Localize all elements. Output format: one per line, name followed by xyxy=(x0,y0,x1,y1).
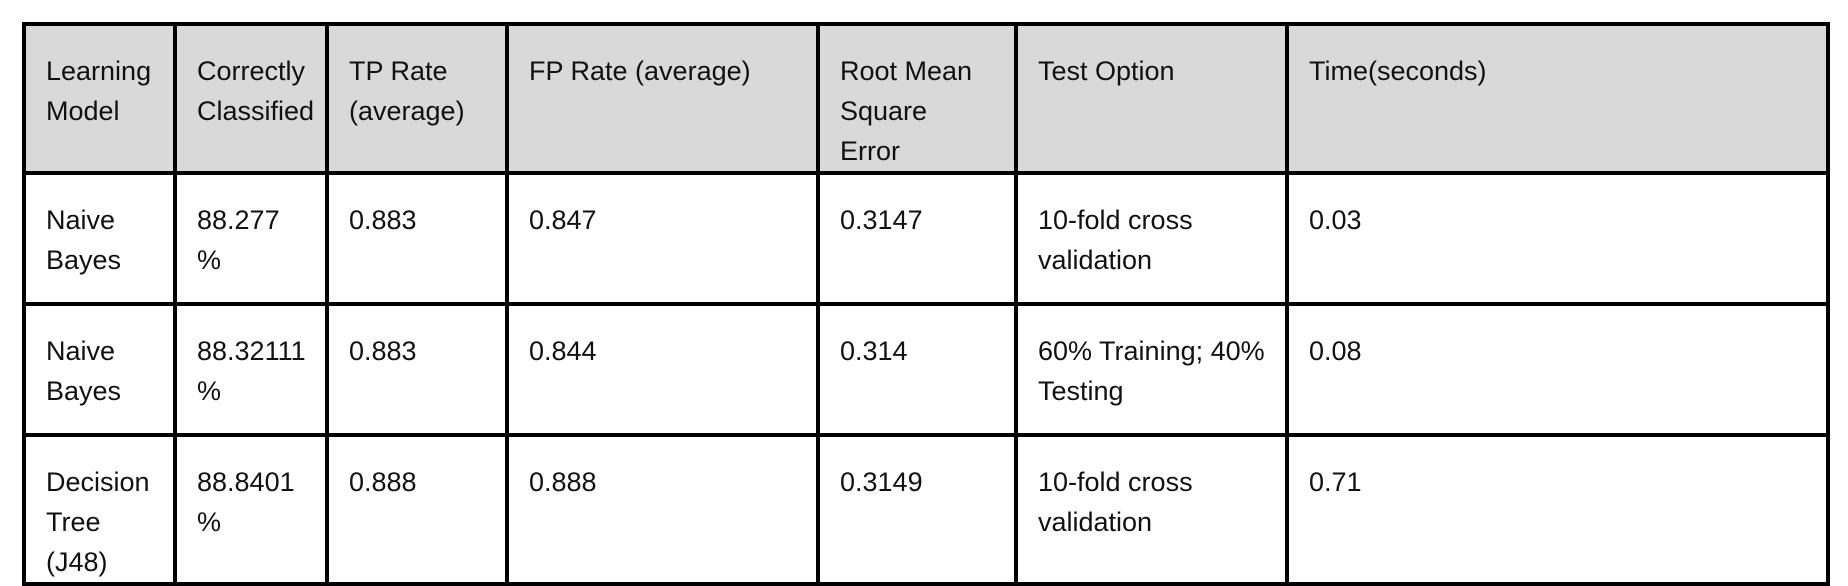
header-label: Time(seconds) xyxy=(1309,56,1487,86)
cell-correctly-classified: 88.8401 % xyxy=(173,433,329,586)
cell-value: 0.888 xyxy=(349,467,417,497)
cell-value: 0.3149 xyxy=(840,467,923,497)
cell-time: 0.03 xyxy=(1285,171,1830,306)
table-row: Naive Bayes 88.277 % 0.883 0.847 0.3147 … xyxy=(22,171,1830,306)
cell-rmse: 0.314 xyxy=(816,302,1018,437)
cell-rmse: 0.3149 xyxy=(816,433,1018,586)
cell-learning-model: Naive Bayes xyxy=(22,302,177,437)
cell-tp-rate: 0.883 xyxy=(325,302,509,437)
cell-value: 88.277 % xyxy=(197,205,280,275)
cell-test-option: 10-fold cross validation xyxy=(1014,433,1289,586)
header-fp-rate: FP Rate (average) xyxy=(505,22,820,175)
cell-value: Naive Bayes xyxy=(46,336,122,406)
cell-value: 0.883 xyxy=(349,205,417,235)
cell-value: 10-fold cross validation xyxy=(1038,467,1193,537)
cell-value: 60% Training; 40% Testing xyxy=(1038,336,1265,406)
table-header: Learning Model Correctly Classified TP R… xyxy=(22,22,1830,175)
cell-time: 0.08 xyxy=(1285,302,1830,437)
table-row: Decision Tree (J48) 88.8401 % 0.888 0.88… xyxy=(22,433,1830,586)
cell-value: Naive Bayes xyxy=(46,205,122,275)
cell-fp-rate: 0.888 xyxy=(505,433,820,586)
cell-value: 0.03 xyxy=(1309,205,1362,235)
cell-rmse: 0.3147 xyxy=(816,171,1018,306)
cell-value: 88.8401 % xyxy=(197,467,295,537)
header-learning-model: Learning Model xyxy=(22,22,177,175)
results-table: Learning Model Correctly Classified TP R… xyxy=(22,22,1830,586)
header-label: FP Rate (average) xyxy=(529,56,751,86)
header-label: Correctly Classified xyxy=(197,56,315,126)
cell-value: 0.71 xyxy=(1309,467,1362,497)
cell-learning-model: Naive Bayes xyxy=(22,171,177,306)
cell-value: 0.847 xyxy=(529,205,597,235)
cell-correctly-classified: 88.32111 % xyxy=(173,302,329,437)
cell-fp-rate: 0.844 xyxy=(505,302,820,437)
header-label: Test Option xyxy=(1038,56,1175,86)
cell-time: 0.71 xyxy=(1285,433,1830,586)
cell-value: 10-fold cross validation xyxy=(1038,205,1193,275)
cell-value: 0.08 xyxy=(1309,336,1362,366)
header-test-option: Test Option xyxy=(1014,22,1289,175)
cell-correctly-classified: 88.277 % xyxy=(173,171,329,306)
cell-tp-rate: 0.888 xyxy=(325,433,509,586)
header-rmse: Root Mean Square Error xyxy=(816,22,1018,175)
cell-fp-rate: 0.847 xyxy=(505,171,820,306)
cell-value: 0.888 xyxy=(529,467,597,497)
header-tp-rate: TP Rate (average) xyxy=(325,22,509,175)
header-label: TP Rate (average) xyxy=(349,56,465,126)
header-label: Learning Model xyxy=(46,56,152,126)
cell-value: 88.32111 % xyxy=(197,336,306,406)
cell-test-option: 10-fold cross validation xyxy=(1014,171,1289,306)
cell-value: 0.314 xyxy=(840,336,908,366)
cell-value: 0.3147 xyxy=(840,205,923,235)
cell-value: 0.883 xyxy=(349,336,417,366)
header-time: Time(seconds) xyxy=(1285,22,1830,175)
table-row: Naive Bayes 88.32111 % 0.883 0.844 0.314… xyxy=(22,302,1830,437)
cell-value: 0.844 xyxy=(529,336,597,366)
cell-learning-model: Decision Tree (J48) xyxy=(22,433,177,586)
cell-value: Decision Tree (J48) xyxy=(46,467,150,577)
header-label: Root Mean Square Error xyxy=(840,56,973,166)
header-correctly-classified: Correctly Classified xyxy=(173,22,329,175)
header-row: Learning Model Correctly Classified TP R… xyxy=(22,22,1830,175)
table-body: Naive Bayes 88.277 % 0.883 0.847 0.3147 … xyxy=(22,171,1830,586)
cell-tp-rate: 0.883 xyxy=(325,171,509,306)
cell-test-option: 60% Training; 40% Testing xyxy=(1014,302,1289,437)
